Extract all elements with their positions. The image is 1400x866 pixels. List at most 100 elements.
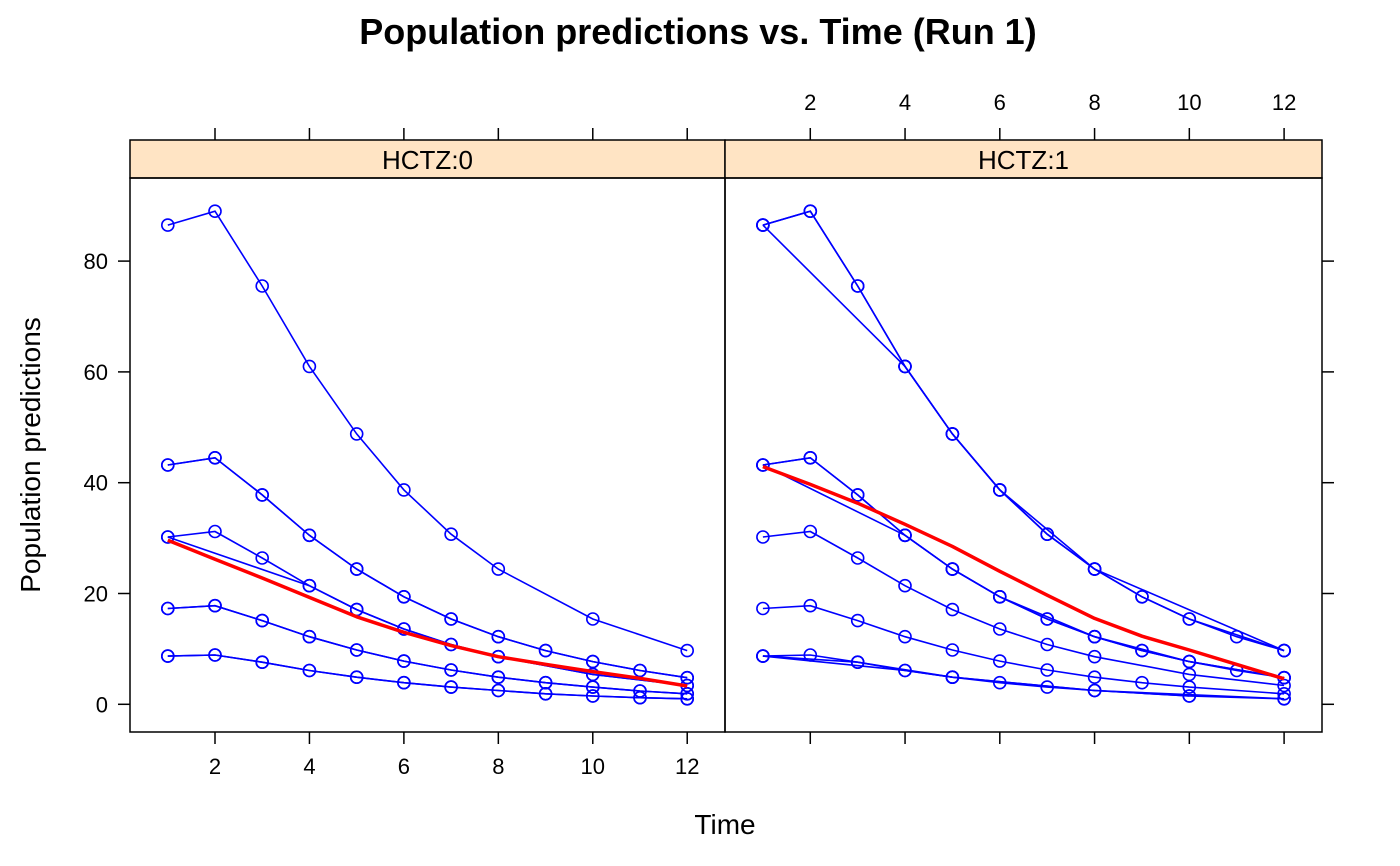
data-point [803,204,818,218]
x-tick-label: 12 [1272,90,1296,115]
data-point [992,589,1007,604]
data-point [898,578,912,593]
data-point [491,629,506,644]
data-point [850,279,865,293]
data-point [491,670,506,685]
data-point [349,427,364,441]
data-point [850,613,865,628]
series-line [762,604,1285,695]
smooth-line [167,538,688,688]
y-tick-label: 60 [84,360,108,385]
data-point [208,598,222,613]
data-point [397,654,411,668]
x-tick-label: 6 [398,754,410,779]
data-point [208,524,222,539]
data-point [680,691,695,706]
data-point [585,680,600,694]
data-point [397,589,411,604]
data-point [945,562,960,576]
panel-data [756,204,1291,706]
data-point [538,686,553,701]
x-tick-label: 10 [581,754,605,779]
data-point [585,654,600,669]
data-point [208,450,222,465]
panel-2: HCTZ:1 2 4 6 8 10 12 [724,90,1323,744]
series-line [167,536,688,687]
x-tick-label: 10 [1177,90,1201,115]
data-point [756,218,770,232]
data-point [680,686,695,701]
data-point [1040,663,1054,677]
data-point [803,450,818,465]
data-point [1277,691,1291,706]
series-line [762,224,1285,652]
panel-data [161,204,695,706]
series-line [762,456,1285,679]
panel-frame [129,177,726,733]
data-point [1040,637,1054,652]
x-tick-label: 12 [675,754,699,779]
data-point [1182,654,1197,669]
x-tick-label: 2 [804,90,816,115]
data-point [992,654,1007,668]
data-point [538,675,553,690]
smooth-line [762,464,1285,681]
data-point [585,689,600,703]
panel-frame [724,177,1323,733]
data-point [444,527,458,542]
data-point [255,655,270,670]
data-point [1277,643,1291,658]
data-point [208,648,222,662]
data-point [444,663,458,677]
data-point [945,643,960,657]
data-point [1182,612,1197,626]
data-point [397,675,411,690]
data-point [1087,683,1102,698]
data-point [161,530,175,544]
data-point [1182,689,1197,703]
data-point [302,578,317,593]
data-point [633,663,647,678]
data-point [302,629,317,644]
series-line [167,604,688,695]
x-axis-label: Time [694,809,755,840]
data-point [397,483,411,497]
data-point [850,655,865,670]
series-line [762,464,1285,679]
data-point [850,551,865,565]
data-point [161,458,175,472]
panels: HCTZ:0 2 4 6 8 10 12 HCTZ:1 2 4 6 8 10 12 0 20 40 60 80 [84,90,1334,779]
data-point [898,629,912,644]
data-point [1182,680,1197,694]
data-point [444,680,458,694]
data-point [1277,686,1291,701]
data-point [302,663,317,678]
data-point [756,601,770,616]
data-point [585,612,600,626]
data-point [444,612,458,626]
data-point [1135,675,1149,690]
panel-strip [129,139,726,179]
data-point [756,458,770,472]
series-line [167,604,688,695]
data-point [302,528,317,543]
series-line [762,456,1285,679]
x-tick-label: 8 [1088,90,1100,115]
series-line [167,456,688,679]
y-axis-label: Population predictions [15,317,46,593]
data-point [1087,649,1102,664]
panel-strip-label: HCTZ:1 [978,145,1069,175]
data-point [633,690,647,705]
data-point [302,359,317,374]
series-line [167,210,688,652]
x-tick-label: 4 [899,90,911,115]
data-point [1087,670,1102,685]
data-point [898,528,912,543]
data-point [491,683,506,698]
data-point [803,598,818,613]
data-point [255,488,270,502]
data-point [1135,589,1149,604]
x-tick-label: 8 [492,754,504,779]
data-point [756,530,770,544]
